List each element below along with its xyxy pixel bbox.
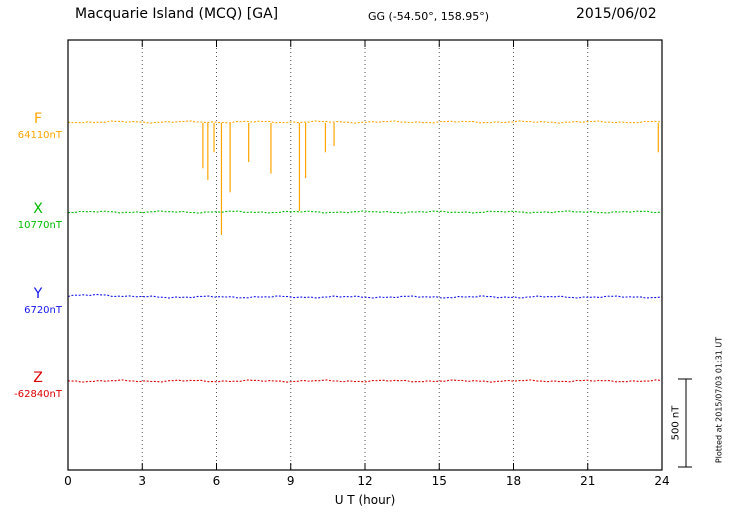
- x-tick-label: 15: [431, 474, 447, 488]
- plotted-at-note: Plotted at 2015/07/03 01:31 UT: [714, 336, 724, 464]
- plot-date: 2015/06/02: [576, 6, 657, 22]
- station-title: Macquarie Island (MCQ) [GA]: [75, 6, 279, 22]
- component-value-X: 10770nT: [17, 220, 62, 231]
- x-tick-label: 21: [580, 474, 596, 488]
- x-tick-label: 0: [64, 474, 72, 488]
- x-tick-label: 3: [138, 474, 147, 488]
- x-tick-label: 24: [654, 474, 670, 488]
- gg-coordinates: GG (-54.50°, 158.95°): [368, 10, 490, 23]
- component-value-Y: 6720nT: [24, 305, 62, 316]
- scale-bar-label: 500 nT: [670, 405, 682, 441]
- x-tick-label: 9: [286, 474, 295, 488]
- x-tick-label: 6: [212, 474, 221, 488]
- component-label-Z: Z: [33, 370, 43, 386]
- component-value-Z: -62840nT: [14, 389, 62, 400]
- component-value-F: 64110nT: [17, 130, 62, 141]
- x-tick-label: 12: [357, 474, 373, 488]
- component-label-X: X: [33, 201, 43, 217]
- x-axis-label: U T (hour): [334, 493, 396, 507]
- component-label-Y: Y: [33, 286, 43, 302]
- x-tick-label: 18: [505, 474, 522, 488]
- component-label-F: F: [33, 111, 43, 127]
